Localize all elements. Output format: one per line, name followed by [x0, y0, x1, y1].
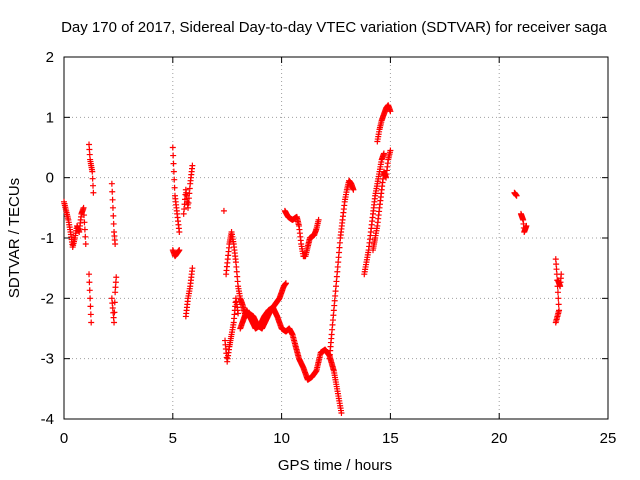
plot-frame	[63, 56, 609, 420]
data-point	[89, 168, 96, 175]
chart-title: Day 170 of 2017, Sidereal Day-to-day VTE…	[61, 19, 607, 36]
data-point	[170, 152, 177, 159]
data-point	[171, 184, 178, 191]
data-point	[555, 301, 562, 308]
data-point	[86, 287, 93, 294]
data-point	[552, 256, 559, 263]
data-point	[554, 289, 561, 296]
data-point	[350, 186, 357, 193]
data-point	[108, 180, 115, 187]
data-point	[171, 176, 178, 183]
data-point	[86, 271, 93, 278]
data-point	[112, 284, 119, 291]
data-point	[86, 141, 93, 148]
data-point	[81, 219, 88, 226]
data-point	[87, 303, 94, 310]
x-tick-label: 5	[169, 430, 177, 447]
data-point	[86, 146, 93, 153]
y-tick-label: 2	[46, 49, 54, 66]
data-point	[176, 247, 183, 254]
y-tick-label: 1	[46, 109, 54, 126]
y-tick-label: -4	[41, 411, 54, 428]
data-point	[109, 196, 116, 203]
y-axis-label: SDTVAR / TECUs	[6, 178, 23, 298]
y-tick-label: 0	[46, 170, 54, 187]
data-point	[169, 144, 176, 151]
data-point	[553, 261, 560, 268]
data-point	[110, 212, 117, 219]
y-tick-label: -3	[41, 351, 54, 368]
data-point	[513, 192, 520, 199]
data-point	[558, 271, 565, 278]
data-point	[113, 274, 120, 281]
y-tick-label: -2	[41, 290, 54, 307]
y-tick-label: -1	[41, 230, 54, 247]
data-point	[552, 319, 559, 326]
data-point	[235, 310, 242, 317]
data-point	[189, 265, 196, 272]
y-tick-labels: -4 -3 -2 -1 0 1 2	[41, 49, 54, 428]
x-tick-label: 15	[382, 430, 399, 447]
data-point	[170, 160, 177, 167]
data-point	[82, 241, 89, 248]
x-tick-labels: 0 5 10 15 20 25	[60, 430, 617, 447]
data-point	[315, 216, 322, 223]
x-tick-label: 20	[491, 430, 508, 447]
data-point	[110, 220, 117, 227]
x-axis-label: GPS time / hours	[278, 457, 392, 474]
data-point	[111, 309, 118, 316]
data-point	[555, 295, 562, 302]
data-point	[109, 204, 116, 211]
data-point	[176, 228, 183, 235]
data-point	[282, 280, 289, 287]
data-point	[338, 409, 345, 416]
data-point	[86, 279, 93, 286]
data-point	[109, 188, 116, 195]
data-point	[112, 241, 119, 248]
data-point	[387, 147, 394, 154]
data-point	[380, 150, 387, 157]
x-tick-label: 0	[60, 430, 68, 447]
data-point	[387, 108, 394, 115]
data-point	[170, 168, 177, 175]
x-tick-label: 25	[600, 430, 617, 447]
data-point	[81, 212, 88, 219]
data-point	[87, 311, 94, 318]
data-point	[111, 299, 118, 306]
data-point	[90, 182, 97, 189]
data-point	[112, 289, 119, 296]
data-point	[80, 204, 87, 211]
data-point	[81, 226, 88, 233]
data-point	[189, 162, 196, 169]
data-point	[86, 151, 93, 158]
data-point	[82, 233, 89, 240]
data-point	[90, 189, 97, 196]
data-point	[111, 319, 118, 326]
data-point	[88, 319, 95, 326]
data-point	[89, 175, 96, 182]
data-point	[87, 295, 94, 302]
data-point	[112, 279, 119, 286]
grid-lines	[64, 57, 608, 419]
x-tick-label: 10	[273, 430, 290, 447]
data-points	[61, 102, 565, 416]
data-point	[220, 207, 227, 214]
data-point	[523, 222, 530, 229]
data-point	[553, 266, 560, 273]
